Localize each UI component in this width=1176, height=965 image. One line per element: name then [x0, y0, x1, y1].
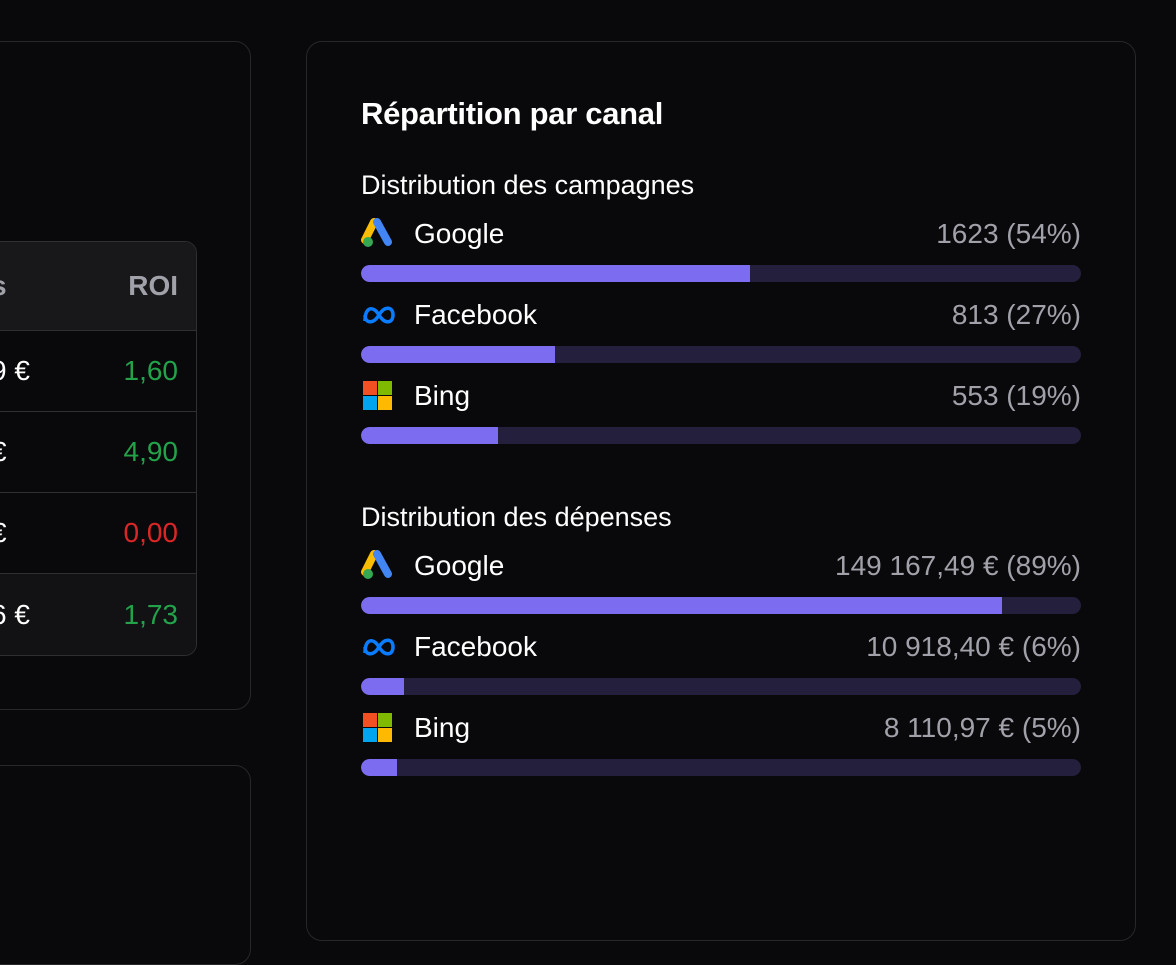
- roi-cell: 0,00: [123, 517, 179, 548]
- channel-row-google: Google 1623 (54%): [361, 215, 1081, 282]
- secondary-card: [0, 765, 251, 965]
- channel-name: Bing: [414, 712, 471, 743]
- progress-fill: [361, 427, 498, 444]
- channel-value: 1623 (54%): [936, 218, 1081, 249]
- channel-value: 8 110,97 € (5%): [883, 712, 1081, 743]
- channel-name: Facebook: [414, 631, 537, 662]
- progress-bar: [361, 597, 1081, 614]
- meta-icon: [361, 631, 397, 663]
- meta-icon: [361, 299, 397, 331]
- amount-cell: 9 €: [0, 355, 30, 386]
- progress-fill: [361, 759, 397, 776]
- channel-row-facebook: Facebook 813 (27%): [361, 296, 1081, 363]
- roi-cell: 1,73: [123, 598, 179, 630]
- table-row[interactable]: 9 € 1,60: [0, 331, 196, 412]
- campaign-table: s ROI 9 € 1,60 €4,90 €0,00 6 € 1,73: [0, 241, 197, 656]
- google-ads-icon: [361, 218, 397, 250]
- progress-bar: [361, 678, 1081, 695]
- roi-cell: 1,60: [123, 355, 179, 386]
- section-title-spend: Distribution des dépenses: [361, 502, 672, 532]
- channel-name: Google: [414, 218, 505, 249]
- column-header-roi[interactable]: ROI: [128, 270, 178, 301]
- table-row[interactable]: €0,00: [0, 493, 196, 574]
- channel-row-bing: Bing 8 110,97 € (5%): [361, 709, 1081, 776]
- channel-row-bing: Bing 553 (19%): [361, 377, 1081, 444]
- card-title: Répartition par canal: [361, 96, 664, 131]
- progress-fill: [361, 346, 556, 363]
- channel-value: 553 (19%): [951, 380, 1081, 411]
- progress-bar: [361, 346, 1081, 363]
- table-row-total[interactable]: 6 € 1,73: [0, 574, 196, 655]
- column-header[interactable]: s: [0, 270, 7, 302]
- microsoft-icon: [361, 712, 397, 744]
- channel-breakdown-card: Répartition par canal Distribution des c…: [306, 41, 1136, 941]
- channel-value: 149 167,49 € (89%): [835, 550, 1081, 581]
- progress-bar: [361, 759, 1081, 776]
- channel-row-facebook: Facebook 10 918,40 € (6%): [361, 628, 1081, 695]
- amount-cell: €: [0, 436, 7, 468]
- progress-fill: [361, 597, 1002, 614]
- channel-value: 10 918,40 € (6%): [866, 631, 1081, 662]
- table-header: s ROI: [0, 242, 196, 331]
- channel-name: Bing: [414, 380, 471, 411]
- channel-value: 813 (27%): [951, 299, 1081, 330]
- progress-bar: [361, 427, 1081, 444]
- table-row[interactable]: €4,90: [0, 412, 196, 493]
- progress-fill: [361, 678, 405, 695]
- roi-cell: 4,90: [123, 436, 179, 467]
- microsoft-icon: [361, 380, 397, 412]
- amount-cell: €: [0, 517, 7, 549]
- google-ads-icon: [361, 550, 397, 582]
- progress-bar: [361, 265, 1081, 282]
- channel-row-google: Google 149 167,49 € (89%): [361, 547, 1081, 614]
- section-title-campaigns: Distribution des campagnes: [361, 170, 695, 200]
- channel-name: Google: [414, 550, 505, 581]
- progress-fill: [361, 265, 750, 282]
- amount-cell: 6 €: [0, 598, 30, 630]
- channel-name: Facebook: [414, 299, 537, 330]
